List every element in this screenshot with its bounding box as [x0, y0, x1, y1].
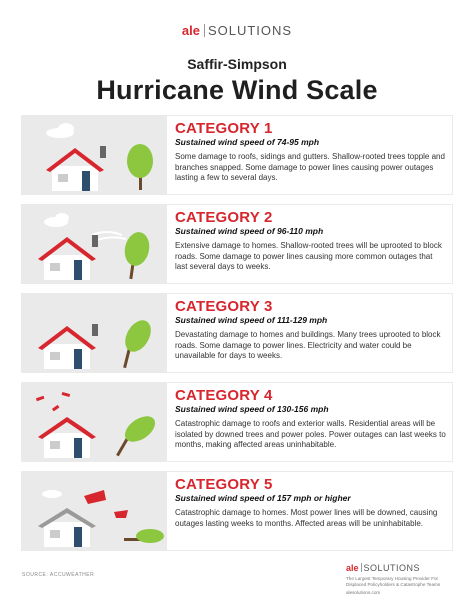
category-1-description: Some damage to roofs, sidings and gutter… [175, 152, 445, 182]
fallen-tree-icon [124, 529, 164, 543]
category-5-description: Catastrophic damage to homes. Most power… [175, 508, 438, 528]
house-icon [38, 508, 96, 547]
cloud-icon [46, 123, 74, 138]
flying-roof-icon [84, 490, 128, 518]
category-card-2: CATEGORY 2 Sustained wind speed of 96-11… [22, 205, 452, 283]
category-2-title: CATEGORY 2 [175, 209, 273, 226]
header: ale SOLUTIONS Saffir-Simpson Hurricane Wi… [0, 0, 474, 112]
tree-icon [116, 416, 156, 457]
category-2-description: Extensive damage to homes. Shallow-roote… [175, 241, 442, 271]
category-3-title: CATEGORY 3 [175, 298, 273, 315]
category-4-description: Catastrophic damage to roofs and exterio… [175, 419, 446, 449]
page-subtitle: Saffir-Simpson [187, 56, 287, 72]
category-5-speed: Sustained wind speed of 157 mph or highe… [175, 493, 351, 503]
category-card-1: CATEGORY 1 Sustained wind speed of 74-95… [22, 116, 452, 194]
footer-url[interactable]: alesolutions.com [346, 590, 381, 595]
footer-tagline: The Largest Temporary Housing Provider F… [346, 576, 441, 587]
flying-shingles-icon [35, 391, 71, 412]
cloud-icon [42, 490, 62, 498]
category-card-4: CATEGORY 4 Sustained wind speed of 130-1… [22, 383, 452, 461]
category-1-illustration [22, 116, 167, 194]
category-5-title: CATEGORY 5 [175, 476, 273, 493]
footer-brand-logo: ale SOLUTIONS [346, 563, 421, 573]
source-credit: SOURCE: ACCUWEATHER [22, 572, 95, 578]
category-card-3: CATEGORY 3 Sustained wind speed of 111-1… [22, 294, 452, 372]
tree-icon [124, 232, 150, 280]
category-3-description: Devastating damage to homes and building… [175, 330, 441, 360]
page-title: Hurricane Wind Scale [96, 75, 378, 105]
house-icon [38, 417, 96, 458]
house-icon [46, 146, 106, 191]
category-4-illustration [22, 383, 167, 461]
category-5-illustration [22, 472, 167, 550]
category-1-speed: Sustained wind speed of 74-95 mph [175, 137, 320, 147]
category-card-5: CATEGORY 5 Sustained wind speed of 157 m… [22, 472, 452, 550]
category-4-title: CATEGORY 4 [175, 387, 273, 404]
category-3-illustration [22, 294, 167, 372]
tree-icon [127, 144, 153, 190]
house-icon [38, 235, 98, 280]
category-4-speed: Sustained wind speed of 130-156 mph [175, 404, 329, 414]
category-1-title: CATEGORY 1 [175, 120, 273, 137]
house-icon [38, 324, 98, 369]
category-3-speed: Sustained wind speed of 111-129 mph [175, 315, 328, 325]
brand-logo: ale SOLUTIONS [181, 23, 293, 38]
category-2-speed: Sustained wind speed of 96-110 mph [175, 226, 324, 236]
category-2-illustration [22, 205, 167, 283]
cloud-icon [44, 213, 69, 227]
tree-icon [123, 320, 151, 369]
